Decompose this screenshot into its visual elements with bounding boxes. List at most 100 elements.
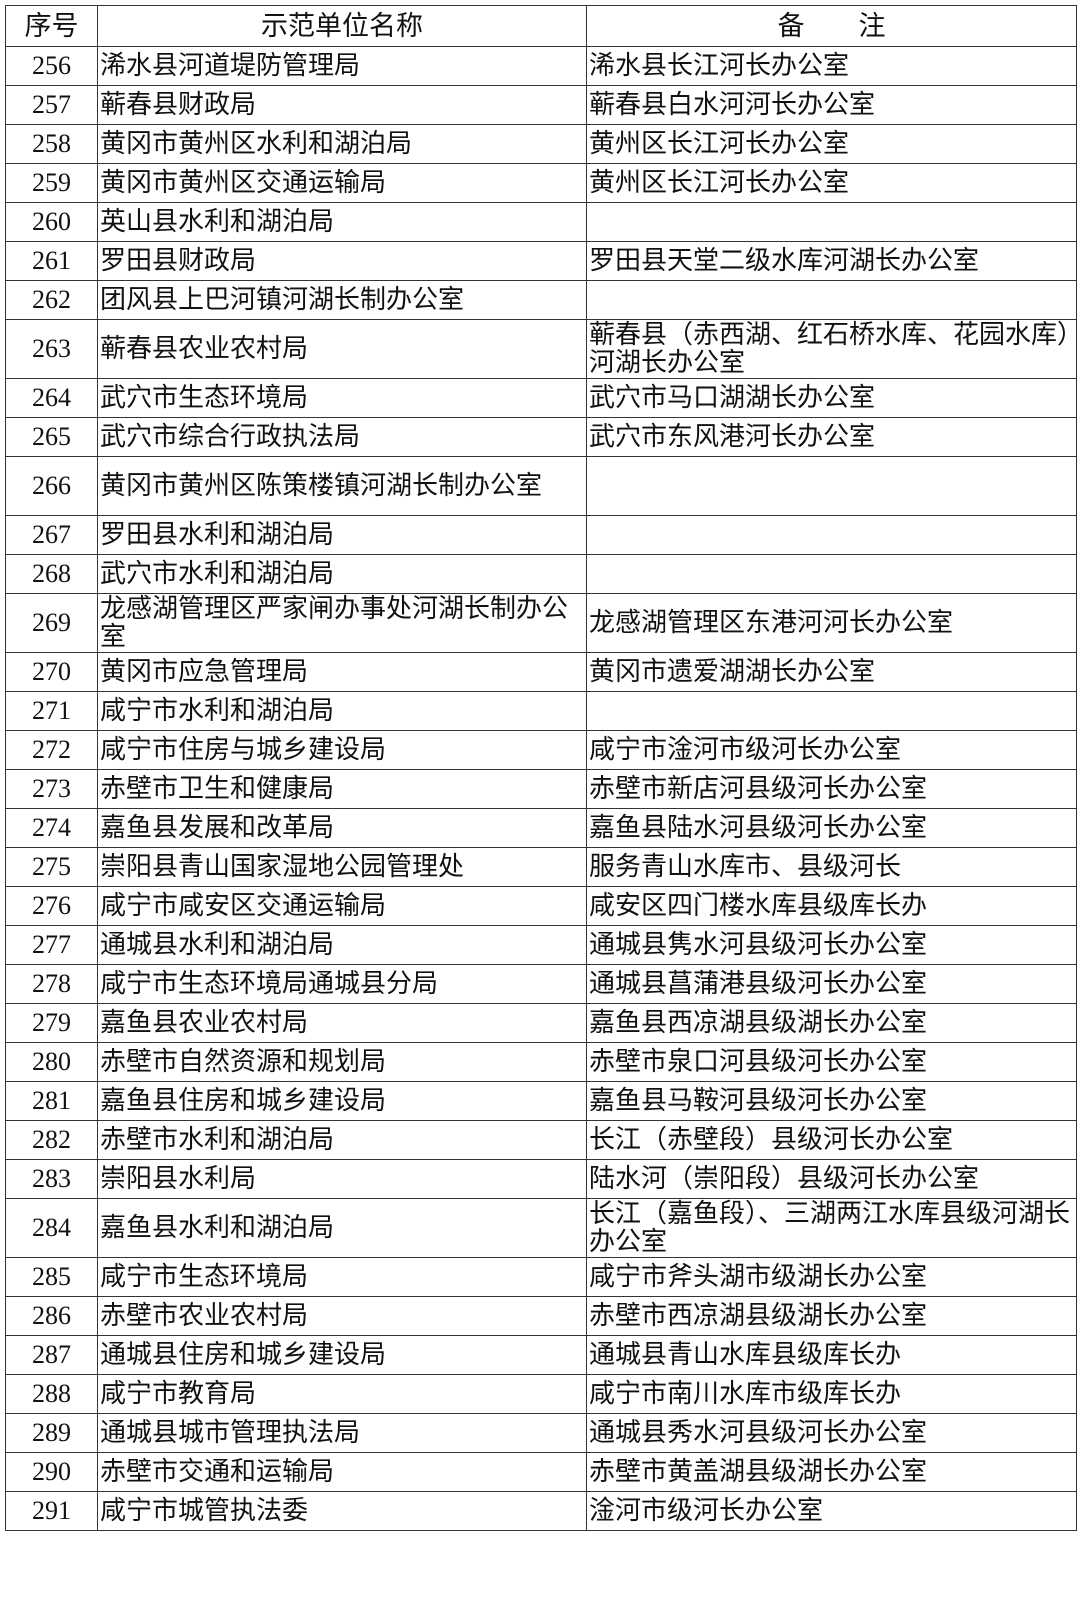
unit-name: 赤壁市卫生和健康局 bbox=[97, 769, 587, 809]
unit-name: 咸宁市教育局 bbox=[97, 1374, 587, 1414]
table-row: 281 嘉鱼县住房和城乡建设局 嘉鱼县马鞍河县级河长办公室 bbox=[5, 1081, 1077, 1121]
unit-name: 嘉鱼县发展和改革局 bbox=[97, 808, 587, 848]
row-index: 268 bbox=[5, 554, 98, 594]
remark: 武穴市东风港河长办公室 bbox=[586, 417, 1077, 457]
row-index: 278 bbox=[5, 964, 98, 1004]
row-index: 272 bbox=[5, 730, 98, 770]
table-row: 273 赤壁市卫生和健康局 赤壁市新店河县级河长办公室 bbox=[5, 769, 1077, 809]
table-header-row: 序号 示范单位名称 备 注 bbox=[5, 5, 1077, 47]
remark: 嘉鱼县马鞍河县级河长办公室 bbox=[586, 1081, 1077, 1121]
row-index: 274 bbox=[5, 808, 98, 848]
remark: 淦河市级河长办公室 bbox=[586, 1491, 1077, 1531]
table-row: 279 嘉鱼县农业农村局 嘉鱼县西凉湖县级湖长办公室 bbox=[5, 1003, 1077, 1043]
header-remark: 备 注 bbox=[586, 5, 1077, 47]
unit-name: 黄冈市黄州区陈策楼镇河湖长制办公室 bbox=[97, 456, 587, 516]
table-row: 271 咸宁市水利和湖泊局 bbox=[5, 691, 1077, 731]
unit-name: 龙感湖管理区严家闸办事处河湖长制办公室 bbox=[97, 593, 587, 653]
row-index: 284 bbox=[5, 1198, 98, 1258]
remark: 通城县青山水库县级库长办 bbox=[586, 1335, 1077, 1375]
remark bbox=[586, 515, 1077, 555]
unit-name: 咸宁市咸安区交通运输局 bbox=[97, 886, 587, 926]
remark: 嘉鱼县西凉湖县级湖长办公室 bbox=[586, 1003, 1077, 1043]
unit-name: 罗田县水利和湖泊局 bbox=[97, 515, 587, 555]
unit-name: 团风县上巴河镇河湖长制办公室 bbox=[97, 280, 587, 320]
row-index: 260 bbox=[5, 202, 98, 242]
table-row: 288 咸宁市教育局 咸宁市南川水库市级库长办 bbox=[5, 1374, 1077, 1414]
table-row: 256 浠水县河道堤防管理局 浠水县长江河长办公室 bbox=[5, 46, 1077, 86]
unit-name: 咸宁市住房与城乡建设局 bbox=[97, 730, 587, 770]
remark: 黄州区长江河长办公室 bbox=[586, 124, 1077, 164]
remark: 长江（赤壁段）县级河长办公室 bbox=[586, 1120, 1077, 1160]
row-index: 257 bbox=[5, 85, 98, 125]
row-index: 258 bbox=[5, 124, 98, 164]
row-index: 270 bbox=[5, 652, 98, 692]
table-row: 276 咸宁市咸安区交通运输局 咸安区四门楼水库县级库长办 bbox=[5, 886, 1077, 926]
unit-name: 武穴市生态环境局 bbox=[97, 378, 587, 418]
table-row: 259 黄冈市黄州区交通运输局 黄州区长江河长办公室 bbox=[5, 163, 1077, 203]
row-index: 265 bbox=[5, 417, 98, 457]
row-index: 269 bbox=[5, 593, 98, 653]
table-row: 264 武穴市生态环境局 武穴市马口湖湖长办公室 bbox=[5, 378, 1077, 418]
row-index: 286 bbox=[5, 1296, 98, 1336]
table-row: 278 咸宁市生态环境局通城县分局 通城县菖蒲港县级河长办公室 bbox=[5, 964, 1077, 1004]
table-row: 289 通城县城市管理执法局 通城县秀水河县级河长办公室 bbox=[5, 1413, 1077, 1453]
unit-name: 咸宁市生态环境局通城县分局 bbox=[97, 964, 587, 1004]
unit-name: 黄冈市应急管理局 bbox=[97, 652, 587, 692]
row-index: 290 bbox=[5, 1452, 98, 1492]
row-index: 264 bbox=[5, 378, 98, 418]
remark: 咸宁市斧头湖市级湖长办公室 bbox=[586, 1257, 1077, 1297]
row-index: 282 bbox=[5, 1120, 98, 1160]
unit-name: 武穴市综合行政执法局 bbox=[97, 417, 587, 457]
remark: 黄冈市遗爱湖湖长办公室 bbox=[586, 652, 1077, 692]
remark: 浠水县长江河长办公室 bbox=[586, 46, 1077, 86]
remark: 龙感湖管理区东港河河长办公室 bbox=[586, 593, 1077, 653]
row-index: 279 bbox=[5, 1003, 98, 1043]
remark: 赤壁市黄盖湖县级湖长办公室 bbox=[586, 1452, 1077, 1492]
row-index: 276 bbox=[5, 886, 98, 926]
row-index: 262 bbox=[5, 280, 98, 320]
table-row: 257 蕲春县财政局 蕲春县白水河河长办公室 bbox=[5, 85, 1077, 125]
table-row: 263 蕲春县农业农村局 蕲春县（赤西湖、红石桥水库、花园水库）河湖长办公室 bbox=[5, 319, 1077, 379]
remark: 赤壁市西凉湖县级湖长办公室 bbox=[586, 1296, 1077, 1336]
table-row: 282 赤壁市水利和湖泊局 长江（赤壁段）县级河长办公室 bbox=[5, 1120, 1077, 1160]
row-index: 287 bbox=[5, 1335, 98, 1375]
remark: 咸安区四门楼水库县级库长办 bbox=[586, 886, 1077, 926]
remark bbox=[586, 691, 1077, 731]
remark: 罗田县天堂二级水库河湖长办公室 bbox=[586, 241, 1077, 281]
unit-name: 嘉鱼县农业农村局 bbox=[97, 1003, 587, 1043]
remark: 服务青山水库市、县级河长 bbox=[586, 847, 1077, 887]
unit-name: 赤壁市交通和运输局 bbox=[97, 1452, 587, 1492]
table-row: 266 黄冈市黄州区陈策楼镇河湖长制办公室 bbox=[5, 456, 1077, 516]
table-row: 274 嘉鱼县发展和改革局 嘉鱼县陆水河县级河长办公室 bbox=[5, 808, 1077, 848]
table-row: 283 崇阳县水利局 陆水河（崇阳段）县级河长办公室 bbox=[5, 1159, 1077, 1199]
row-index: 273 bbox=[5, 769, 98, 809]
row-index: 280 bbox=[5, 1042, 98, 1082]
table-row: 286 赤壁市农业农村局 赤壁市西凉湖县级湖长办公室 bbox=[5, 1296, 1077, 1336]
table-row: 291 咸宁市城管执法委 淦河市级河长办公室 bbox=[5, 1491, 1077, 1531]
unit-name: 崇阳县青山国家湿地公园管理处 bbox=[97, 847, 587, 887]
remark: 通城县菖蒲港县级河长办公室 bbox=[586, 964, 1077, 1004]
row-index: 271 bbox=[5, 691, 98, 731]
unit-name: 通城县水利和湖泊局 bbox=[97, 925, 587, 965]
row-index: 256 bbox=[5, 46, 98, 86]
unit-name: 嘉鱼县住房和城乡建设局 bbox=[97, 1081, 587, 1121]
unit-name: 黄冈市黄州区水利和湖泊局 bbox=[97, 124, 587, 164]
table-row: 290 赤壁市交通和运输局 赤壁市黄盖湖县级湖长办公室 bbox=[5, 1452, 1077, 1492]
table-row: 270 黄冈市应急管理局 黄冈市遗爱湖湖长办公室 bbox=[5, 652, 1077, 692]
row-index: 285 bbox=[5, 1257, 98, 1297]
table-row: 285 咸宁市生态环境局 咸宁市斧头湖市级湖长办公室 bbox=[5, 1257, 1077, 1297]
unit-name: 英山县水利和湖泊局 bbox=[97, 202, 587, 242]
row-index: 275 bbox=[5, 847, 98, 887]
remark: 武穴市马口湖湖长办公室 bbox=[586, 378, 1077, 418]
unit-name: 罗田县财政局 bbox=[97, 241, 587, 281]
unit-name: 通城县城市管理执法局 bbox=[97, 1413, 587, 1453]
remark: 蕲春县白水河河长办公室 bbox=[586, 85, 1077, 125]
remark: 通城县隽水河县级河长办公室 bbox=[586, 925, 1077, 965]
table-row: 260 英山县水利和湖泊局 bbox=[5, 202, 1077, 242]
row-index: 289 bbox=[5, 1413, 98, 1453]
unit-name: 通城县住房和城乡建设局 bbox=[97, 1335, 587, 1375]
remark bbox=[586, 456, 1077, 516]
remark: 咸宁市淦河市级河长办公室 bbox=[586, 730, 1077, 770]
remark bbox=[586, 554, 1077, 594]
unit-name: 黄冈市黄州区交通运输局 bbox=[97, 163, 587, 203]
